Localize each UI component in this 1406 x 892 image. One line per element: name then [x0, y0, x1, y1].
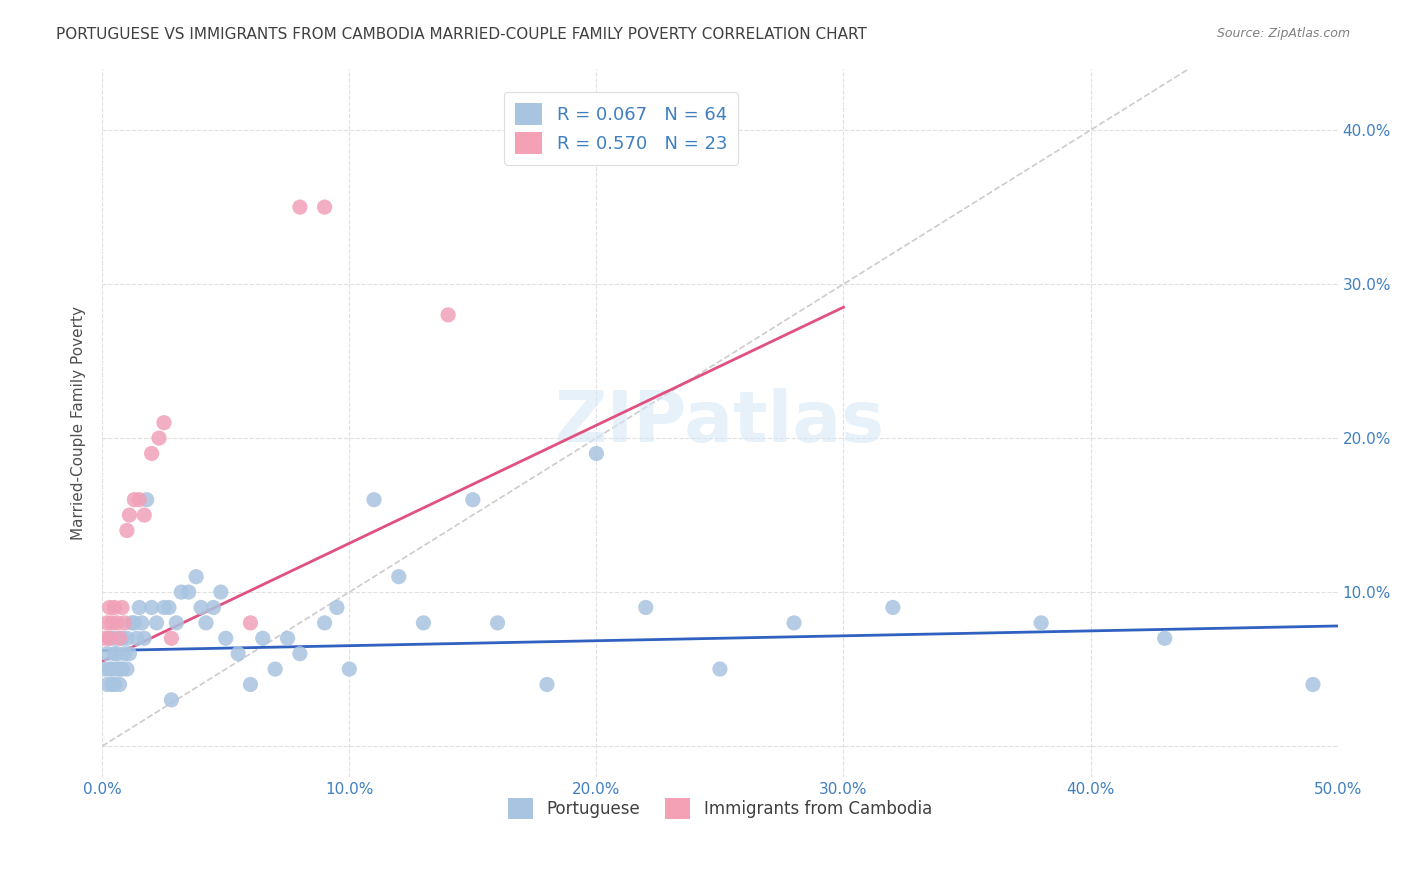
Point [111, 662, 134, 676]
Point [486, 615, 509, 630]
Point [288, 200, 311, 214]
Point [118, 647, 141, 661]
Point [98, 632, 121, 646]
Point [1029, 615, 1052, 630]
Point [184, 570, 207, 584]
Point [226, 647, 249, 661]
Point [314, 615, 336, 630]
Point [1153, 632, 1175, 646]
Point [128, 600, 150, 615]
Point [101, 662, 124, 676]
Point [363, 492, 385, 507]
Point [412, 615, 434, 630]
Point [93, 632, 115, 646]
Point [190, 600, 212, 615]
Text: ZIPatlas: ZIPatlas [555, 388, 884, 458]
Point [105, 615, 128, 630]
Point [326, 600, 349, 615]
Point [160, 632, 183, 646]
Point [103, 647, 125, 661]
Point [111, 632, 134, 646]
Point [634, 600, 657, 615]
Point [709, 662, 731, 676]
Legend: Portuguese, Immigrants from Cambodia: Portuguese, Immigrants from Cambodia [502, 791, 938, 825]
Point [96, 677, 118, 691]
Point [98, 662, 121, 676]
Text: Source: ZipAtlas.com: Source: ZipAtlas.com [1216, 27, 1350, 40]
Point [239, 677, 262, 691]
Point [103, 632, 125, 646]
Point [108, 677, 131, 691]
Point [141, 600, 163, 615]
Text: PORTUGUESE VS IMMIGRANTS FROM CAMBODIA MARRIED-COUPLE FAMILY POVERTY CORRELATION: PORTUGUESE VS IMMIGRANTS FROM CAMBODIA M… [56, 27, 868, 42]
Point [111, 600, 134, 615]
Point [153, 416, 176, 430]
Point [783, 615, 806, 630]
Point [288, 647, 311, 661]
Point [103, 677, 125, 691]
Point [93, 662, 115, 676]
Point [135, 492, 157, 507]
Point [157, 600, 180, 615]
Point [202, 600, 225, 615]
Point [114, 615, 136, 630]
Point [160, 693, 183, 707]
Point [536, 677, 558, 691]
Point [115, 662, 138, 676]
Point [252, 632, 274, 646]
Point [1302, 677, 1324, 691]
Point [98, 632, 121, 646]
Point [153, 600, 176, 615]
Point [145, 615, 167, 630]
Point [128, 492, 150, 507]
Point [118, 508, 141, 522]
Point [115, 632, 138, 646]
Point [195, 615, 218, 630]
Point [239, 615, 262, 630]
Point [170, 585, 193, 599]
Point [125, 632, 148, 646]
Point [124, 615, 146, 630]
Point [215, 632, 238, 646]
Point [101, 677, 124, 691]
Point [337, 662, 360, 676]
Point [437, 308, 460, 322]
Point [148, 431, 170, 445]
Point [115, 524, 138, 538]
Y-axis label: Married-Couple Family Poverty: Married-Couple Family Poverty [72, 306, 86, 540]
Point [108, 662, 131, 676]
Point [264, 662, 287, 676]
Point [209, 585, 232, 599]
Point [105, 662, 128, 676]
Point [177, 585, 200, 599]
Point [314, 200, 336, 214]
Point [134, 632, 156, 646]
Point [96, 615, 118, 630]
Point [124, 492, 146, 507]
Point [108, 632, 131, 646]
Point [101, 615, 124, 630]
Point [276, 632, 298, 646]
Point [121, 615, 143, 630]
Point [98, 600, 121, 615]
Point [96, 647, 118, 661]
Point [114, 647, 136, 661]
Point [141, 446, 163, 460]
Point [131, 615, 153, 630]
Point [461, 492, 484, 507]
Point [105, 647, 128, 661]
Point [585, 446, 607, 460]
Point [388, 570, 411, 584]
Point [165, 615, 187, 630]
Point [882, 600, 904, 615]
Point [134, 508, 156, 522]
Point [103, 600, 125, 615]
